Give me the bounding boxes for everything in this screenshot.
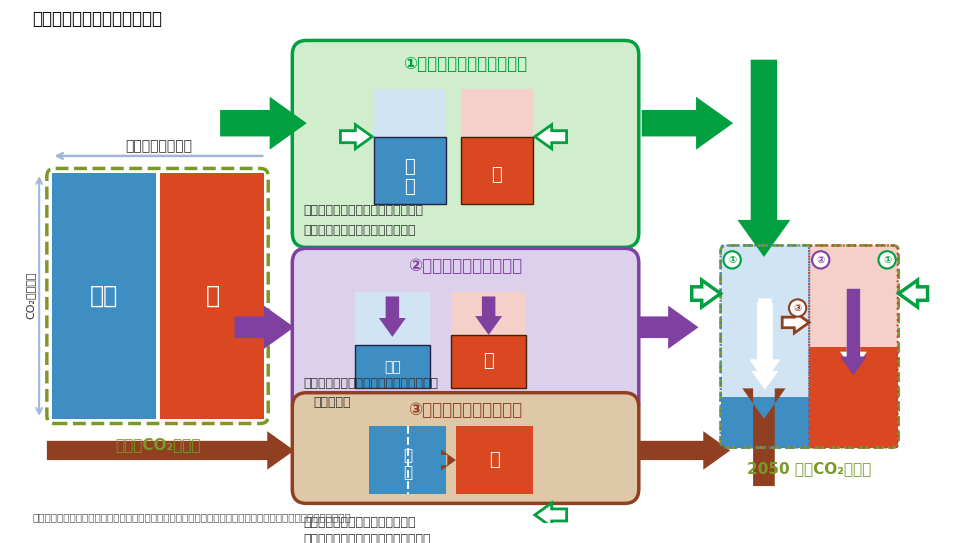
Bar xyxy=(451,335,526,388)
Text: ②エネルギーの低炭素化: ②エネルギーの低炭素化 xyxy=(409,257,523,275)
Text: 熱: 熱 xyxy=(205,283,220,307)
Polygon shape xyxy=(475,296,503,335)
Text: 熱: 熱 xyxy=(483,352,494,370)
Bar xyxy=(809,346,898,447)
Bar xyxy=(374,89,446,204)
Polygon shape xyxy=(639,431,730,470)
Bar xyxy=(374,137,446,204)
Text: ②: ② xyxy=(816,255,825,265)
Text: ③: ③ xyxy=(793,303,802,313)
Text: ①: ① xyxy=(728,255,737,265)
Bar xyxy=(460,137,533,204)
Polygon shape xyxy=(737,60,790,257)
Text: ・ガソリン自動車から電気自動車: ・ガソリン自動車から電気自動車 xyxy=(304,516,416,529)
Text: ①エネルギー消費量の削減: ①エネルギー消費量の削減 xyxy=(404,55,527,73)
Polygon shape xyxy=(47,431,294,470)
Text: ・低炭素電源（再生可能エネルギー等）: ・低炭素電源（再生可能エネルギー等） xyxy=(304,377,439,389)
Bar xyxy=(355,292,430,388)
Text: 現状のCO₂排出量: 現状のCO₂排出量 xyxy=(115,437,200,452)
Bar xyxy=(720,245,809,447)
Text: CO₂排出強度: CO₂排出強度 xyxy=(26,272,35,319)
Circle shape xyxy=(812,251,830,269)
Text: ・可能な限りエネルギー需要の削減: ・可能な限りエネルギー需要の削減 xyxy=(304,204,424,217)
Bar xyxy=(160,173,265,419)
Polygon shape xyxy=(642,97,733,150)
Text: ・機器のエネルギー効率改善　等: ・機器のエネルギー効率改善 等 xyxy=(304,224,416,237)
Text: 電: 電 xyxy=(403,448,412,463)
Bar xyxy=(369,426,446,494)
Polygon shape xyxy=(235,306,294,349)
Bar xyxy=(460,89,533,204)
FancyBboxPatch shape xyxy=(292,248,639,417)
Text: の利用拡大: の利用拡大 xyxy=(314,396,351,409)
Text: エネルギー消費量: エネルギー消費量 xyxy=(125,140,192,153)
Circle shape xyxy=(723,251,740,269)
Polygon shape xyxy=(535,125,567,149)
Text: 2050 年のCO₂排出量: 2050 年のCO₂排出量 xyxy=(747,461,872,476)
Circle shape xyxy=(878,251,896,269)
Polygon shape xyxy=(899,280,927,307)
Text: ①: ① xyxy=(883,255,891,265)
FancyBboxPatch shape xyxy=(292,40,639,248)
Bar xyxy=(451,292,526,335)
Polygon shape xyxy=(742,388,785,486)
Text: 電気: 電気 xyxy=(89,283,118,307)
Circle shape xyxy=(789,299,807,317)
Polygon shape xyxy=(840,289,867,370)
Text: 長期大幅削減の方向性の一例: 長期大幅削減の方向性の一例 xyxy=(33,10,162,28)
Text: ③利用エネルギーの転換: ③利用エネルギーの転換 xyxy=(409,401,523,419)
Bar xyxy=(52,173,155,419)
Bar xyxy=(720,397,809,447)
Polygon shape xyxy=(340,125,372,149)
FancyBboxPatch shape xyxy=(292,393,639,503)
Polygon shape xyxy=(840,289,867,375)
Polygon shape xyxy=(783,312,809,333)
Text: 電気: 電気 xyxy=(384,359,401,374)
Polygon shape xyxy=(752,298,779,390)
Polygon shape xyxy=(441,450,456,471)
Polygon shape xyxy=(639,306,698,349)
Bar xyxy=(809,245,898,447)
Text: 電: 電 xyxy=(405,159,415,176)
Text: 気: 気 xyxy=(403,465,412,480)
Bar xyxy=(355,345,430,388)
Text: ・暖房・給湯のヒートポンプ利用　等: ・暖房・給湯のヒートポンプ利用 等 xyxy=(304,533,432,543)
Text: 熱: 熱 xyxy=(489,451,500,469)
Text: 資料：気候変動長期戦略懸談会提言　～温室効果ガスの長期大幅削減と経済・社会的課顔との同時解決に向けて～: 資料：気候変動長期戦略懸談会提言 ～温室効果ガスの長期大幅削減と経済・社会的課顔… xyxy=(33,512,351,522)
Bar xyxy=(456,426,533,494)
Polygon shape xyxy=(751,303,780,380)
Polygon shape xyxy=(379,296,406,337)
Text: 熱: 熱 xyxy=(491,166,502,184)
Polygon shape xyxy=(691,280,720,307)
Polygon shape xyxy=(535,503,567,527)
Text: 気: 気 xyxy=(405,178,415,195)
Polygon shape xyxy=(221,97,307,150)
